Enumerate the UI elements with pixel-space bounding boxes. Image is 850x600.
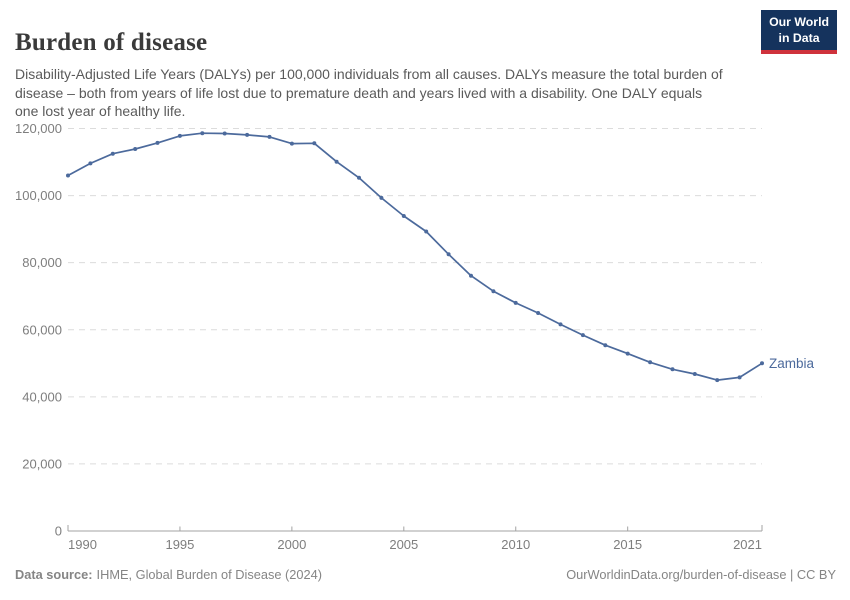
x-tick-label: 1990 — [68, 537, 97, 552]
line-chart: 0 20,000 40,000 60,000 80,000 100,000 120,000 1… — [15, 121, 815, 552]
data-point — [580, 333, 585, 338]
data-point — [760, 361, 764, 366]
chart-footer: Data source: IHME, Global Burden of Disea… — [0, 567, 850, 582]
data-point — [177, 133, 182, 138]
data-point — [715, 378, 720, 383]
x-tick-label: 2000 — [277, 537, 306, 552]
data-point — [603, 343, 608, 348]
data-point — [379, 195, 384, 200]
data-point — [424, 229, 429, 234]
series-end-label: Zambia — [769, 356, 815, 371]
data-point — [110, 151, 115, 156]
data-source-value: IHME, Global Burden of Disease (2024) — [96, 567, 323, 582]
data-point — [66, 173, 70, 178]
x-tick-label: 2015 — [613, 537, 642, 552]
y-tick-label: 80,000 — [22, 255, 62, 270]
chart-area: 0 20,000 40,000 60,000 80,000 100,000 120,000 1… — [0, 115, 850, 565]
y-tick-label: 60,000 — [22, 322, 62, 337]
data-point — [267, 134, 272, 139]
chart-subtitle: Disability-Adjusted Life Years (DALYs) p… — [15, 66, 723, 120]
data-point — [536, 311, 541, 315]
y-tick-label: 120,000 — [15, 121, 62, 136]
owid-logo[interactable]: Our World in Data — [761, 10, 837, 55]
license-label: CC BY — [796, 567, 836, 582]
data-source-label: Data source: — [15, 567, 93, 582]
data-point — [469, 273, 473, 278]
data-point — [155, 140, 160, 145]
footer-attribution: OurWorldinData.org/burden-of-disease | C… — [566, 567, 836, 582]
data-point — [513, 300, 518, 305]
data-source: Data source: IHME, Global Burden of Disea… — [15, 567, 322, 582]
data-point — [648, 360, 653, 365]
data-point — [558, 322, 563, 327]
owid-url-link[interactable]: OurWorldinData.org/burden-of-disease — [566, 567, 787, 582]
data-point — [245, 132, 250, 137]
data-point — [200, 131, 205, 136]
owid-logo-line1: Our World — [769, 15, 829, 29]
data-point — [491, 289, 496, 294]
data-point — [692, 372, 697, 376]
x-tick-label: 2021 — [733, 537, 762, 552]
data-point — [737, 375, 742, 380]
y-tick-label: 40,000 — [22, 389, 62, 404]
data-point — [670, 367, 675, 372]
data-line — [67, 132, 763, 381]
footer-separator: | — [786, 567, 797, 582]
y-tick-label: 20,000 — [22, 456, 62, 471]
data-point — [289, 141, 294, 146]
data-point — [401, 214, 406, 218]
data-point — [312, 141, 317, 146]
page-title: Burden of disease — [15, 28, 208, 56]
y-tick-label: 100,000 — [15, 188, 62, 203]
data-point — [625, 351, 630, 356]
y-tick-label: 0 — [55, 524, 62, 539]
data-point — [222, 131, 227, 136]
x-tick-label: 2010 — [501, 537, 530, 552]
data-point — [446, 252, 451, 257]
x-tick-label: 2005 — [389, 537, 418, 552]
x-tick-label: 1995 — [165, 537, 194, 552]
data-point — [334, 159, 339, 164]
owid-logo-line2: in Data — [778, 30, 820, 45]
data-point — [133, 147, 138, 151]
data-point — [357, 175, 361, 180]
data-point — [88, 161, 93, 166]
